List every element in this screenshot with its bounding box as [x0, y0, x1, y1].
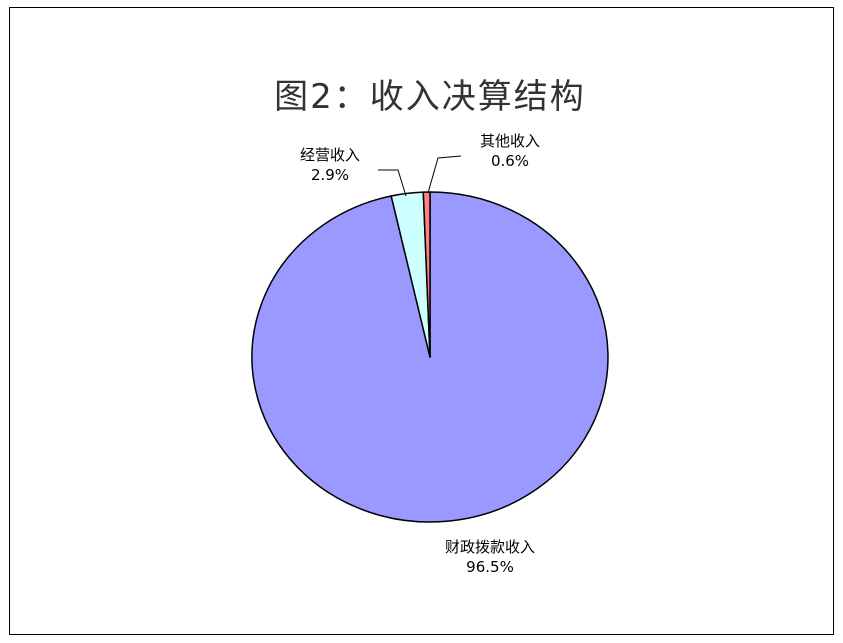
leader-lines — [378, 155, 462, 197]
pie-slices — [251, 191, 609, 523]
slice-label-operating-income: 经营收入 — [300, 146, 360, 164]
leader-line-other-income — [427, 155, 462, 194]
leader-line-operating-income — [378, 169, 407, 197]
slice-value-operating-income: 2.9% — [311, 166, 349, 184]
slice-labels: 财政拨款收入 96.5% 经营收入 2.9% 其他收入 0.6% — [300, 132, 540, 576]
slice-label-other-income: 其他收入 — [480, 132, 540, 150]
slice-label-fiscal-appropriation-income: 财政拨款收入 — [445, 538, 535, 556]
pie-slice-other-income — [422, 191, 431, 358]
slice-value-other-income: 0.6% — [491, 152, 529, 170]
slice-value-fiscal-appropriation-income: 96.5% — [466, 558, 514, 576]
chart-title: 图2：收入决算结构 — [274, 77, 586, 117]
